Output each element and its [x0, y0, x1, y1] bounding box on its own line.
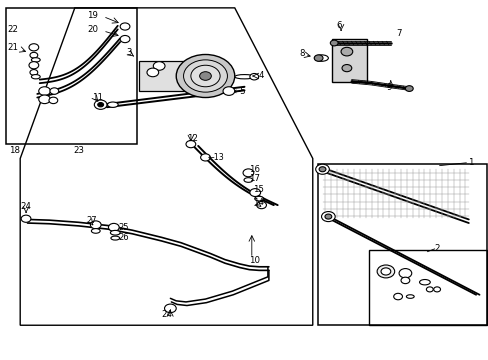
Text: 10: 10 — [249, 256, 260, 265]
Circle shape — [433, 287, 440, 292]
Bar — [317, 164, 487, 325]
Circle shape — [108, 224, 119, 231]
Text: 7: 7 — [396, 29, 401, 38]
Text: 2: 2 — [434, 244, 439, 253]
Text: 8: 8 — [299, 49, 304, 58]
Ellipse shape — [314, 55, 328, 61]
Bar — [5, 8, 137, 144]
Circle shape — [314, 55, 323, 61]
Ellipse shape — [419, 279, 429, 285]
Ellipse shape — [31, 75, 40, 79]
Circle shape — [393, 293, 402, 300]
Text: 19: 19 — [87, 10, 98, 19]
Circle shape — [90, 221, 101, 229]
Circle shape — [319, 167, 325, 172]
Circle shape — [120, 23, 130, 30]
Circle shape — [30, 69, 38, 75]
Ellipse shape — [91, 229, 100, 233]
Circle shape — [376, 265, 394, 278]
Circle shape — [185, 140, 195, 148]
Circle shape — [39, 95, 50, 104]
Text: 12: 12 — [186, 134, 198, 143]
Circle shape — [94, 100, 107, 109]
Circle shape — [190, 65, 220, 87]
Circle shape — [164, 304, 176, 313]
Text: 3: 3 — [126, 48, 132, 57]
Circle shape — [98, 103, 103, 107]
Circle shape — [49, 97, 58, 104]
Circle shape — [249, 189, 260, 197]
Ellipse shape — [111, 236, 120, 240]
Text: 9: 9 — [386, 83, 391, 92]
Circle shape — [400, 277, 409, 284]
Circle shape — [315, 164, 329, 174]
Text: 23: 23 — [73, 146, 83, 155]
Text: 16: 16 — [249, 165, 260, 174]
Text: 14: 14 — [253, 198, 264, 207]
Text: ←13: ←13 — [207, 153, 224, 162]
FancyBboxPatch shape — [331, 40, 366, 82]
Circle shape — [330, 40, 337, 46]
Text: 11: 11 — [92, 93, 103, 102]
Circle shape — [426, 287, 432, 292]
Text: 4: 4 — [258, 71, 263, 80]
Circle shape — [29, 62, 39, 69]
Text: 25: 25 — [119, 223, 129, 232]
Circle shape — [340, 47, 352, 56]
Text: ←5: ←5 — [233, 86, 246, 95]
Circle shape — [50, 88, 59, 94]
Ellipse shape — [254, 196, 263, 201]
Circle shape — [39, 87, 50, 95]
Ellipse shape — [110, 230, 120, 235]
Text: 26: 26 — [119, 233, 129, 242]
Text: 6: 6 — [335, 21, 341, 30]
Ellipse shape — [234, 75, 254, 79]
Circle shape — [29, 44, 39, 51]
Ellipse shape — [107, 102, 118, 107]
Circle shape — [120, 36, 130, 42]
Circle shape — [21, 215, 31, 222]
Text: 22: 22 — [7, 25, 19, 34]
Ellipse shape — [406, 295, 413, 298]
Circle shape — [147, 68, 158, 77]
Text: 21: 21 — [7, 43, 19, 52]
Text: 15: 15 — [253, 185, 264, 194]
Text: 17: 17 — [249, 175, 260, 184]
Circle shape — [398, 269, 411, 278]
Circle shape — [200, 154, 210, 161]
Circle shape — [243, 169, 253, 177]
Circle shape — [321, 212, 334, 222]
Circle shape — [380, 268, 390, 275]
Circle shape — [183, 60, 227, 92]
Circle shape — [249, 73, 258, 80]
Text: 18: 18 — [9, 146, 20, 155]
Text: 24: 24 — [161, 310, 172, 319]
Bar — [368, 250, 487, 325]
Ellipse shape — [244, 178, 252, 182]
Text: 20: 20 — [87, 25, 98, 34]
Circle shape — [153, 62, 164, 70]
Text: 24: 24 — [20, 202, 31, 211]
Text: 27: 27 — [86, 216, 97, 225]
Circle shape — [341, 64, 351, 72]
Circle shape — [223, 87, 234, 95]
Circle shape — [199, 72, 211, 80]
Circle shape — [30, 52, 38, 58]
Ellipse shape — [31, 58, 40, 62]
FancyBboxPatch shape — [139, 61, 189, 91]
Circle shape — [256, 202, 266, 209]
Circle shape — [405, 86, 412, 91]
Text: 1: 1 — [467, 158, 472, 167]
Circle shape — [176, 54, 234, 98]
Circle shape — [325, 214, 331, 219]
